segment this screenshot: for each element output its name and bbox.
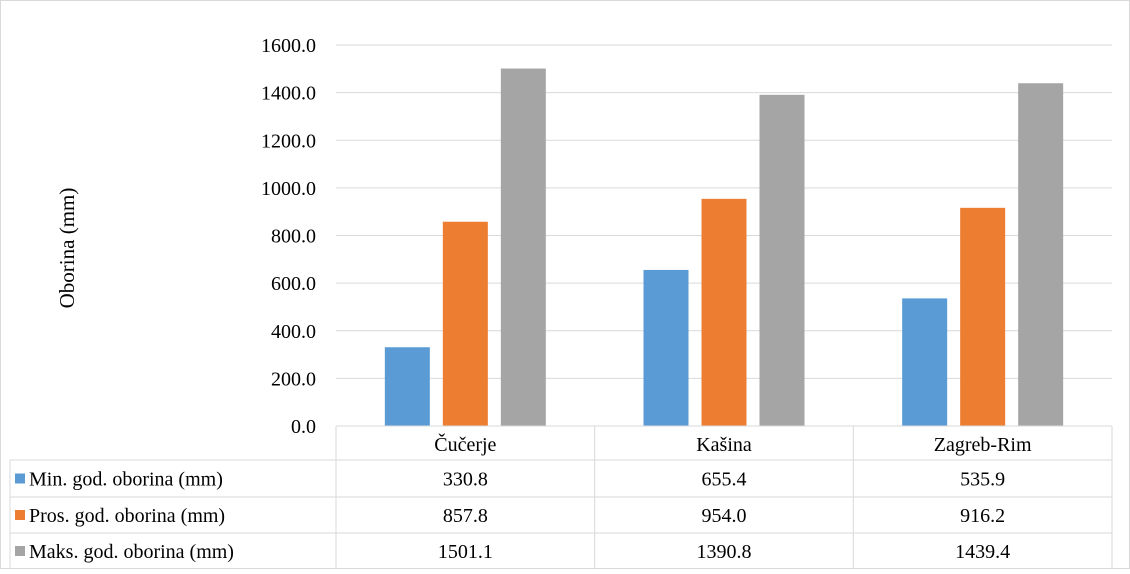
bar <box>902 298 948 426</box>
bar <box>442 221 488 426</box>
data-value: 857.8 <box>443 505 488 527</box>
legend-label: Min. god. oborina (mm) <box>29 469 223 491</box>
data-value: 954.0 <box>702 505 747 527</box>
y-tick-label: 600.0 <box>271 273 316 295</box>
y-tick-label: 1600.0 <box>261 35 316 57</box>
bars <box>384 68 1064 427</box>
bar <box>500 68 546 426</box>
y-axis-label: Oborina (mm) <box>55 188 79 309</box>
y-tick-label: 1000.0 <box>261 178 316 200</box>
bar <box>643 269 689 426</box>
data-value: 1390.8 <box>697 541 752 563</box>
bar <box>701 198 747 426</box>
bar <box>960 207 1006 426</box>
x-category-label: Kašina <box>696 434 752 456</box>
y-tick-label: 1400.0 <box>261 83 316 105</box>
x-category-label: Čučerje <box>434 432 496 456</box>
y-tick-label: 0.0 <box>291 416 316 438</box>
y-tick-label: 1200.0 <box>261 130 316 152</box>
legend-key <box>15 473 25 484</box>
y-tick-label: 800.0 <box>271 226 316 248</box>
data-value: 535.9 <box>960 469 1005 491</box>
y-axis-ticks: 0.0 200.0 400.0 600.0 800.0 1000.0 1200.0 1400.… <box>261 35 316 438</box>
data-table: Čučerje Kašina Zagreb-Rim Min. god. oborina… <box>9 425 1113 570</box>
data-value: 1439.4 <box>955 541 1010 563</box>
legend-key <box>15 510 25 520</box>
data-value: 330.8 <box>443 469 488 491</box>
legend-key <box>15 546 25 556</box>
data-value: 1501.1 <box>438 541 493 563</box>
bar <box>384 347 430 426</box>
data-value: 655.4 <box>702 469 747 491</box>
bar <box>759 94 805 427</box>
y-tick-label: 400.0 <box>271 321 316 343</box>
legend-label: Pros. god. oborina (mm) <box>29 505 225 527</box>
legend-label: Maks. god. oborina (mm) <box>29 541 234 563</box>
y-tick-label: 200.0 <box>271 368 316 390</box>
bar <box>1018 83 1064 427</box>
data-value: 916.2 <box>960 505 1005 527</box>
x-category-label: Zagreb-Rim <box>934 434 1032 456</box>
